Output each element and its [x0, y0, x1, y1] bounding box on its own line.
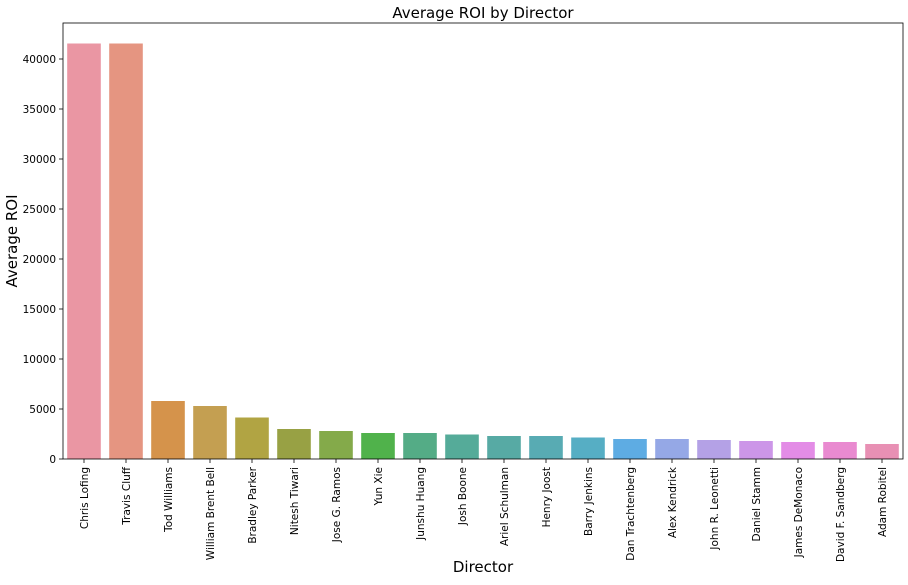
- bar: [67, 43, 101, 459]
- y-tick-label: 15000: [23, 304, 56, 316]
- x-tick-label: Junshu Huang: [415, 467, 427, 541]
- plot-frame: [62, 22, 904, 460]
- x-tick-label: Nitesh Tiwari: [289, 467, 301, 535]
- x-tick-label: James DeMonaco: [793, 467, 805, 558]
- bar: [193, 406, 227, 459]
- x-tick-label: Alex Kendrick: [667, 466, 679, 538]
- bar: [739, 441, 773, 459]
- y-tick-label: 30000: [23, 154, 56, 166]
- y-tick-label: 40000: [23, 54, 56, 66]
- y-tick-label: 10000: [23, 354, 56, 366]
- bar: [613, 439, 647, 459]
- x-tick-label: Barry Jenkins: [583, 467, 595, 536]
- y-axis: 0 5000 10000 15000 20000 25000 30000 35000 40000: [23, 54, 63, 466]
- bar: [445, 434, 479, 459]
- bar: [865, 444, 899, 459]
- bar: [235, 417, 269, 459]
- x-tick-label: Adam Robitel: [877, 467, 889, 537]
- bar: [529, 436, 563, 459]
- x-tick-label: Yun Xie: [373, 467, 385, 506]
- bar: [487, 436, 521, 459]
- x-axis: Chris Lofing Travis Cluff Tod Williams Will…: [79, 459, 889, 562]
- y-tick-label: 20000: [23, 254, 56, 266]
- x-tick-label: Chris Lofing: [79, 467, 91, 529]
- y-tick-label: 25000: [23, 204, 56, 216]
- x-tick-label: Henry Joost: [541, 467, 553, 527]
- bar: [697, 440, 731, 459]
- bar: [109, 43, 143, 459]
- x-tick-label: Jose G. Ramos: [331, 467, 343, 543]
- chart-title: Average ROI by Director: [392, 4, 574, 22]
- x-tick-label: Josh Boone: [457, 467, 469, 526]
- bar: [403, 433, 437, 459]
- x-tick-label: Travis Cluff: [121, 466, 133, 525]
- x-tick-label: Bradley Parker: [247, 466, 259, 543]
- bar: [319, 431, 353, 459]
- x-tick-label: Ariel Schulman: [499, 467, 511, 546]
- y-tick-label: 0: [49, 454, 56, 466]
- y-tick-label: 35000: [23, 104, 56, 116]
- x-tick-label: William Brent Bell: [205, 467, 217, 560]
- bar: [781, 442, 815, 459]
- y-tick-label: 5000: [29, 404, 56, 416]
- x-tick-label: Dan Trachtenberg: [625, 467, 637, 561]
- x-tick-label: John R. Leonetti: [709, 467, 721, 551]
- x-tick-label: David F. Sandberg: [835, 467, 847, 562]
- y-axis-title: Average ROI: [3, 194, 21, 287]
- bar: [151, 401, 185, 459]
- bar: [571, 437, 605, 459]
- bar: [655, 439, 689, 459]
- bar: [277, 429, 311, 459]
- x-tick-label: Daniel Stamm: [751, 467, 763, 541]
- bar: [361, 433, 395, 459]
- bars: [67, 43, 899, 459]
- bar: [823, 442, 857, 459]
- x-axis-title: Director: [453, 558, 514, 576]
- x-tick-label: Tod Williams: [163, 467, 175, 533]
